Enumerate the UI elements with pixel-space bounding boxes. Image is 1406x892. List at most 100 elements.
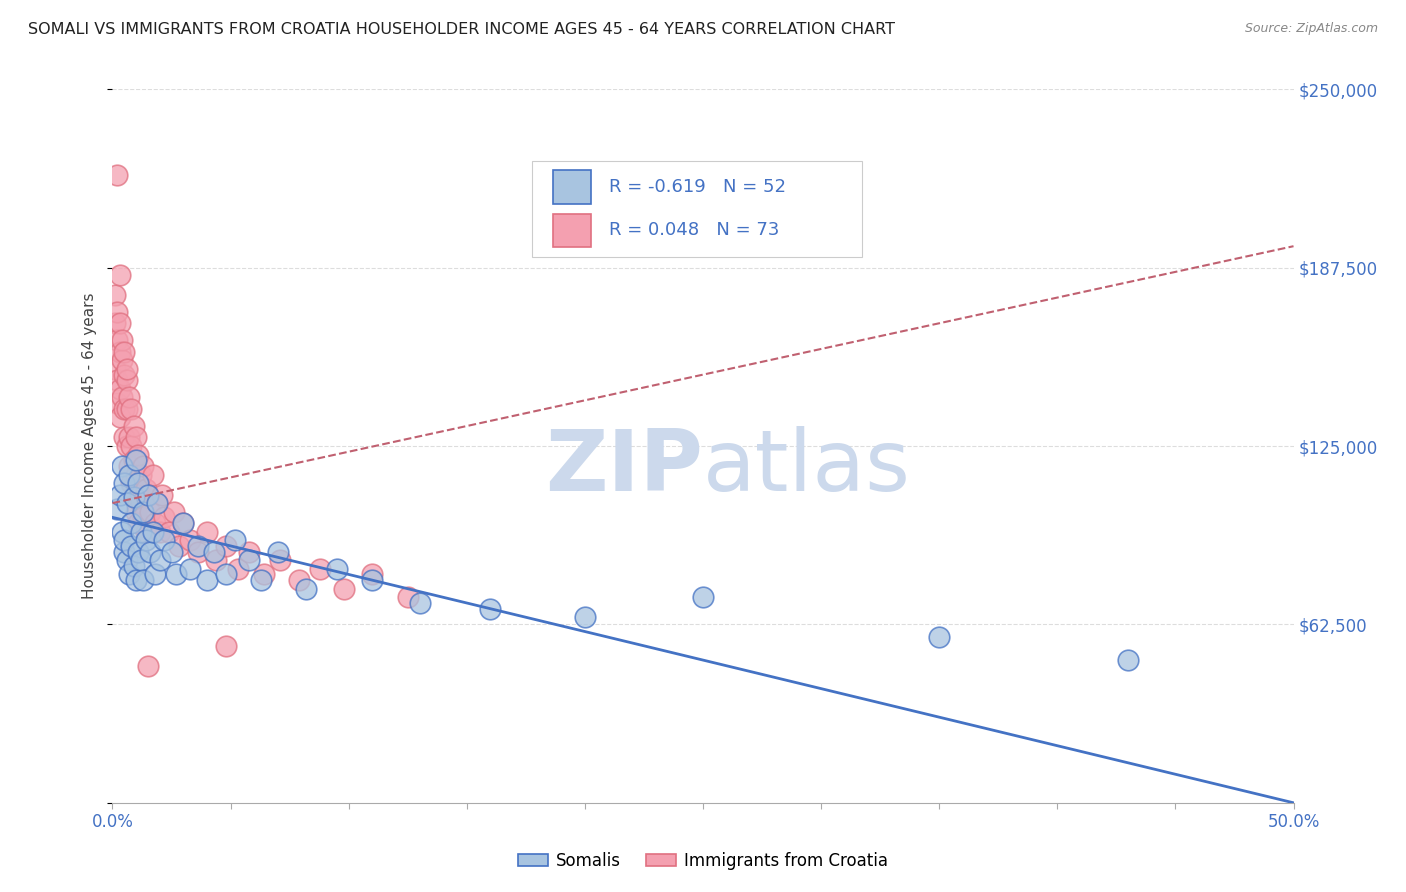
Point <box>326 562 349 576</box>
Point <box>125 453 148 467</box>
Point <box>108 382 131 396</box>
Point <box>186 544 208 558</box>
Point <box>361 567 384 582</box>
Point <box>127 544 149 558</box>
Point <box>108 487 131 501</box>
Point <box>186 539 208 553</box>
Point <box>139 544 162 558</box>
Point <box>108 268 131 282</box>
Point <box>120 516 142 530</box>
Point <box>157 524 180 539</box>
Point <box>132 510 155 524</box>
Point <box>112 430 135 444</box>
Point <box>215 567 238 582</box>
Point <box>153 533 176 548</box>
Point <box>309 562 332 576</box>
Point <box>215 539 238 553</box>
Point <box>129 496 152 510</box>
Point <box>129 467 152 482</box>
Point <box>104 362 127 376</box>
Point <box>115 401 138 416</box>
Point <box>115 373 138 387</box>
Y-axis label: Householder Income Ages 45 - 64 years: Householder Income Ages 45 - 64 years <box>82 293 97 599</box>
Point <box>118 567 141 582</box>
Point <box>115 553 138 567</box>
Legend: Somalis, Immigrants from Croatia: Somalis, Immigrants from Croatia <box>510 846 896 877</box>
Point <box>111 458 134 473</box>
Point <box>125 430 148 444</box>
Point <box>108 316 131 330</box>
Point <box>135 524 157 539</box>
Point <box>120 476 142 491</box>
Point <box>408 596 430 610</box>
Point <box>125 573 148 587</box>
Text: R = 0.048   N = 73: R = 0.048 N = 73 <box>609 221 779 239</box>
Point <box>269 553 291 567</box>
Point <box>112 476 135 491</box>
Point <box>172 516 194 530</box>
Point <box>112 544 135 558</box>
Point <box>142 467 165 482</box>
Point <box>112 368 135 382</box>
Point <box>105 501 128 516</box>
FancyBboxPatch shape <box>531 161 862 257</box>
Point <box>250 573 273 587</box>
Point <box>179 562 201 576</box>
Point <box>115 496 138 510</box>
Point <box>104 287 127 301</box>
Point <box>125 505 148 519</box>
Point <box>104 316 127 330</box>
Point <box>226 562 249 576</box>
Point <box>135 533 157 548</box>
Point <box>111 334 134 348</box>
Point <box>111 353 134 368</box>
Point <box>238 544 260 558</box>
Text: atlas: atlas <box>703 425 911 509</box>
Point <box>111 391 134 405</box>
Point <box>396 591 419 605</box>
Point <box>172 516 194 530</box>
Point <box>127 516 149 530</box>
Point <box>179 533 201 548</box>
Point <box>150 487 173 501</box>
Point <box>115 362 138 376</box>
Point <box>112 533 135 548</box>
Text: R = -0.619   N = 52: R = -0.619 N = 52 <box>609 178 786 196</box>
Text: SOMALI VS IMMIGRANTS FROM CROATIA HOUSEHOLDER INCOME AGES 45 - 64 YEARS CORRELAT: SOMALI VS IMMIGRANTS FROM CROATIA HOUSEH… <box>28 22 896 37</box>
Text: Source: ZipAtlas.com: Source: ZipAtlas.com <box>1244 22 1378 36</box>
Point <box>1116 653 1139 667</box>
Point <box>136 658 159 673</box>
Point <box>163 505 186 519</box>
Point <box>118 430 141 444</box>
Point <box>112 344 135 359</box>
Point <box>122 491 145 505</box>
Point <box>122 453 145 467</box>
Point <box>125 467 148 482</box>
Point <box>224 533 246 548</box>
Point <box>118 458 141 473</box>
Point <box>295 582 318 596</box>
Point <box>105 373 128 387</box>
Point <box>118 391 141 405</box>
Point <box>129 524 152 539</box>
Point <box>238 553 260 567</box>
Point <box>267 544 290 558</box>
Point <box>146 496 169 510</box>
Point <box>108 344 131 359</box>
Point <box>136 487 159 501</box>
Point <box>361 573 384 587</box>
Point <box>120 539 142 553</box>
Point <box>127 482 149 496</box>
Point <box>122 419 145 434</box>
Point <box>105 334 128 348</box>
Point <box>253 567 276 582</box>
Point <box>118 467 141 482</box>
Point <box>205 553 228 567</box>
Point <box>135 482 157 496</box>
Point <box>288 573 311 587</box>
Text: ZIP: ZIP <box>546 425 703 509</box>
Point <box>149 524 172 539</box>
Point <box>132 505 155 519</box>
Point <box>105 168 128 182</box>
Point <box>122 487 145 501</box>
